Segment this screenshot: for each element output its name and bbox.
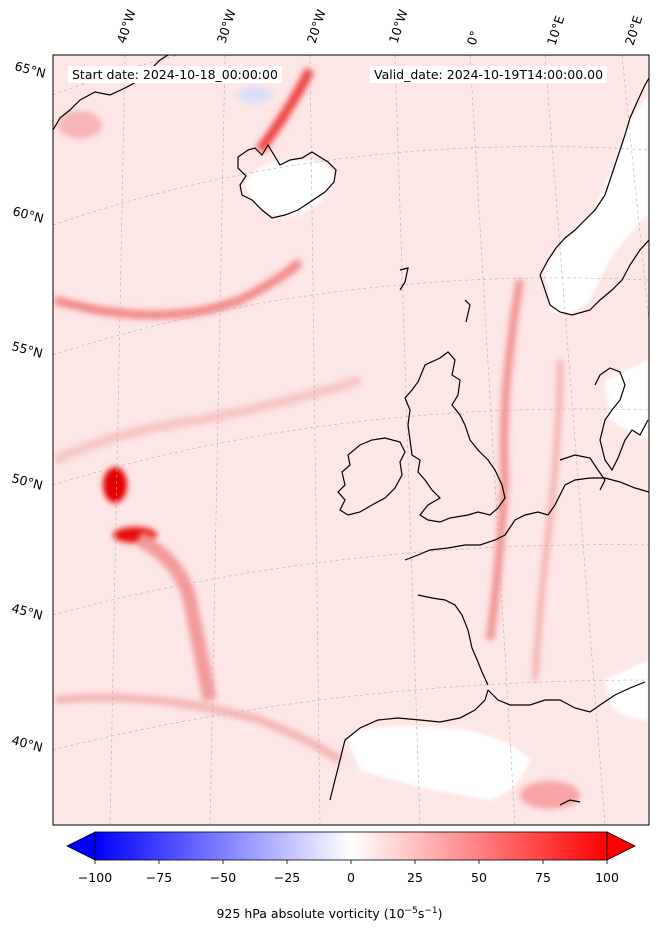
colorbar — [66, 831, 636, 864]
parallel-45n — [53, 544, 649, 616]
colorbar-tick-label: −75 — [145, 870, 173, 885]
netherlands-coast — [547, 477, 649, 516]
map-panel — [53, 55, 649, 825]
start-date-label: Start date: 2024-10-18_00:00:00 — [68, 66, 282, 83]
southern-band — [54, 693, 343, 764]
map-frame — [52, 54, 650, 826]
parallel-40n — [53, 679, 649, 751]
colorbar-label-exponent: −5 — [404, 906, 418, 916]
greenland-iceland-front — [255, 67, 315, 153]
meridian-10w — [394, 55, 421, 825]
france-coast — [404, 511, 549, 686]
scotland-coast — [399, 267, 506, 523]
colorbar-tick-label: 100 — [595, 870, 619, 885]
denmark-sweden-coast — [559, 367, 649, 491]
atlantic-front-streak — [53, 258, 304, 320]
meridian-10e — [544, 55, 606, 825]
mediterranean-coast — [487, 681, 646, 806]
colorbar-label-unit: s — [417, 906, 425, 922]
land-masks — [245, 95, 648, 800]
colorbar-tick-label: 0 — [347, 870, 355, 885]
sweden-mask — [605, 360, 648, 440]
meridian-0 — [469, 55, 516, 825]
iberia-coast-red — [520, 781, 580, 809]
north-sea-band — [486, 279, 524, 641]
iberia-coast — [329, 689, 489, 801]
colorbar-label: 925 hPa absolute vorticity (10−5s−1) — [0, 906, 659, 921]
vorticity-features — [53, 67, 639, 809]
colorbar-label-text: 925 hPa absolute vorticity (10 — [216, 906, 405, 922]
norway-coast — [539, 77, 649, 316]
cyclone-core-north — [103, 467, 127, 503]
valid-date-label: Valid_date: 2024-10-19T14:00:00.00 — [370, 66, 608, 83]
colorbar-extend-min — [66, 831, 96, 861]
iceland-coast — [237, 143, 337, 219]
ireland-coast — [337, 437, 406, 516]
parallel-55n — [53, 277, 649, 356]
colorbar-label-close: ) — [437, 906, 443, 922]
meridian-40w — [109, 55, 126, 825]
colorbar-tick-label: 25 — [407, 870, 423, 885]
meridian-20e — [621, 55, 649, 325]
parallel-50n — [53, 408, 649, 486]
northwest-feature — [58, 111, 102, 139]
meridian-20w — [309, 55, 321, 825]
colorbar-tick-label: 75 — [535, 870, 551, 885]
norway-mask — [545, 95, 648, 314]
colorbar-label-exponent-2: −1 — [424, 906, 438, 916]
mid-atlantic-band — [53, 375, 362, 465]
cyclone-tail — [136, 533, 217, 702]
coastlines — [53, 55, 649, 806]
colorbar-ticks — [94, 860, 608, 864]
colorbar-body — [94, 831, 608, 861]
colorbar-tick-label: −100 — [77, 870, 113, 885]
colorbar-tick-label: 50 — [471, 870, 487, 885]
colorbar-tick-label: −25 — [273, 870, 301, 885]
colorbar-extend-max — [606, 831, 636, 861]
graticule — [53, 55, 649, 825]
iberia-mask — [345, 726, 530, 800]
iceland-mask — [245, 159, 335, 216]
colorbar-tick-label: −50 — [209, 870, 237, 885]
blue-patch — [237, 87, 273, 103]
meridian-30w — [209, 55, 226, 825]
norway-band — [532, 359, 563, 681]
parallel-60n — [53, 146, 649, 226]
